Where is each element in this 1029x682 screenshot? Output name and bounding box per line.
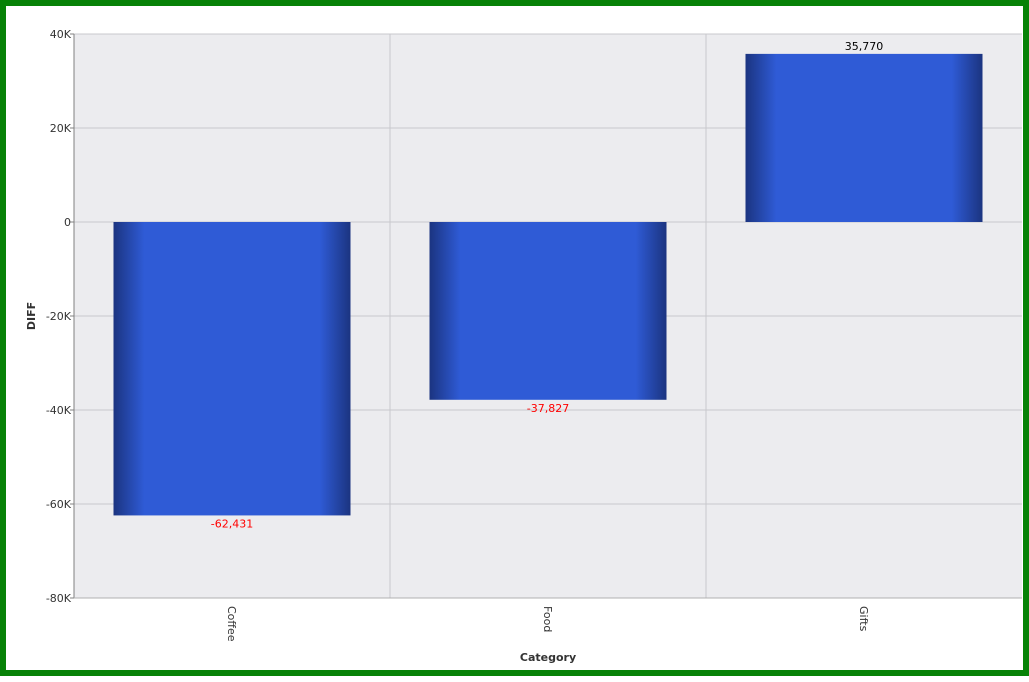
y-tick-label: 20K — [50, 122, 72, 135]
bar-food — [429, 222, 667, 400]
y-tick-label: 40K — [50, 28, 72, 41]
bar-gifts — [745, 53, 983, 223]
y-axis-title: DIFF — [25, 302, 38, 330]
x-tick-label-gifts: Gifts — [857, 606, 870, 632]
y-tick-label: 0 — [64, 216, 71, 229]
chart-svg: -62,431 -37,827 35,770 40K 20K 0 -20K -40K -60K… — [25, 28, 1022, 664]
data-label-gifts: 35,770 — [845, 40, 884, 53]
data-labels: -62,431 -37,827 35,770 — [211, 40, 883, 531]
bars — [113, 53, 983, 516]
x-axis-title: Category — [520, 651, 576, 664]
y-tick-label: -60K — [46, 498, 72, 511]
data-label-food: -37,827 — [527, 402, 569, 415]
x-tick-label-coffee: Coffee — [225, 606, 238, 642]
x-tick-label-food: Food — [541, 606, 554, 632]
data-label-coffee: -62,431 — [211, 517, 253, 530]
y-tick-label: -40K — [46, 404, 72, 417]
axes: 40K 20K 0 -20K -40K -60K -80K Coffee Food Gifts — [46, 28, 1022, 642]
y-tick-label: -20K — [46, 310, 72, 323]
y-tick-label: -80K — [46, 592, 72, 605]
bar-coffee — [113, 222, 351, 516]
